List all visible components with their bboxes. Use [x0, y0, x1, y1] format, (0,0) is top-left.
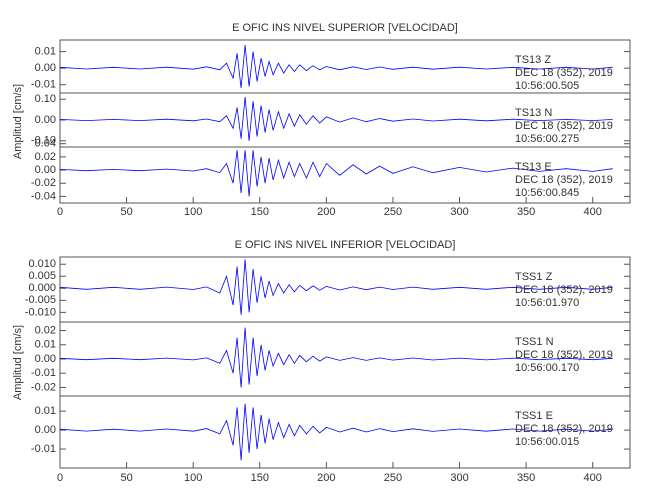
trace-station: TS13 E — [515, 161, 552, 173]
x-tick-label: 250 — [384, 206, 402, 218]
y-tick-label: -0.005 — [25, 294, 56, 306]
x-tick-label: 0 — [57, 472, 63, 484]
y-tick-label: 0.010 — [28, 258, 56, 270]
y-tick-label: 0.00 — [35, 62, 56, 74]
y-tick-label: 0.00 — [35, 353, 56, 365]
x-tick-label: 50 — [120, 472, 132, 484]
trace-date: DEC 18 (352), 2019 — [515, 67, 613, 79]
x-tick-label: 250 — [384, 472, 402, 484]
y-tick-label: 0.01 — [35, 339, 56, 351]
x-tick-label: 50 — [120, 206, 132, 218]
waveform — [59, 327, 613, 388]
x-tick-label: 300 — [450, 206, 468, 218]
x-tick-label: 0 — [57, 206, 63, 218]
trace-time: 10:56:00.505 — [515, 80, 579, 92]
x-tick-label: 400 — [584, 472, 602, 484]
y-tick-label: 0.005 — [28, 270, 56, 282]
y-tick-label: 0.01 — [35, 46, 56, 58]
trace-station: TSS1 N — [515, 336, 554, 348]
y-tick-label: 0.00 — [35, 114, 56, 126]
x-tick-label: 100 — [184, 206, 202, 218]
trace-station: TSS1 E — [515, 410, 553, 422]
x-tick-label: 100 — [184, 472, 202, 484]
y-tick-label: -0.010 — [25, 306, 56, 318]
x-tick-label: 400 — [584, 206, 602, 218]
y-axis-label: Amplitud [cm/s] — [12, 325, 24, 400]
waveform — [59, 403, 613, 461]
y-tick-label: -0.02 — [31, 177, 56, 189]
x-tick-label: 150 — [251, 472, 269, 484]
y-tick-label: -0.02 — [31, 381, 56, 393]
y-tick-label: 0.00 — [35, 164, 56, 176]
trace-date: DEC 18 (352), 2019 — [515, 284, 613, 296]
y-tick-label: 0.10 — [35, 93, 56, 105]
trace-date: DEC 18 (352), 2019 — [515, 120, 613, 132]
y-tick-label: -0.10 — [31, 135, 56, 147]
trace-time: 10:56:00.015 — [515, 436, 579, 448]
y-tick-label: 0.01 — [35, 405, 56, 417]
y-tick-label: 0.000 — [28, 282, 56, 294]
trace-time: 10:56:00.170 — [515, 362, 579, 374]
trace-time: 10:56:00.845 — [515, 187, 579, 199]
trace-time: 10:56:00.275 — [515, 133, 579, 145]
trace-station: TSS1 Z — [515, 271, 553, 283]
x-tick-label: 200 — [317, 472, 335, 484]
trace-station: TS13 N — [515, 107, 552, 119]
trace-date: DEC 18 (352), 2019 — [515, 349, 613, 361]
waveform — [59, 97, 613, 141]
x-tick-label: 350 — [517, 206, 535, 218]
x-tick-label: 150 — [251, 206, 269, 218]
panel-frame — [59, 146, 631, 204]
y-axis-label: Amplitud [cm/s] — [12, 84, 24, 159]
trace-station: TS13 Z — [515, 54, 551, 66]
trace-date: DEC 18 (352), 2019 — [515, 174, 613, 186]
trace-date: DEC 18 (352), 2019 — [515, 423, 613, 435]
y-tick-label: -0.01 — [31, 79, 56, 91]
x-tick-label: 350 — [517, 472, 535, 484]
trace-time: 10:56:01.970 — [515, 297, 579, 309]
y-tick-label: 0.00 — [35, 424, 56, 436]
y-tick-label: -0.04 — [31, 190, 56, 202]
panel-frame — [59, 395, 631, 469]
y-tick-label: 0.02 — [35, 324, 56, 336]
waveform — [59, 44, 613, 89]
y-tick-label: 0.02 — [35, 151, 56, 163]
y-tick-label: -0.01 — [31, 443, 56, 455]
chart-title: E OFIC INS NIVEL INFERIOR [VELOCIDAD] — [235, 239, 456, 251]
y-tick-label: 0.04 — [35, 138, 56, 150]
waveform — [59, 150, 613, 197]
x-tick-label: 200 — [317, 206, 335, 218]
x-tick-label: 300 — [450, 472, 468, 484]
y-tick-label: -0.01 — [31, 367, 56, 379]
chart-title: E OFIC INS NIVEL SUPERIOR [VELOCIDAD] — [232, 22, 458, 34]
waveform — [59, 259, 613, 315]
